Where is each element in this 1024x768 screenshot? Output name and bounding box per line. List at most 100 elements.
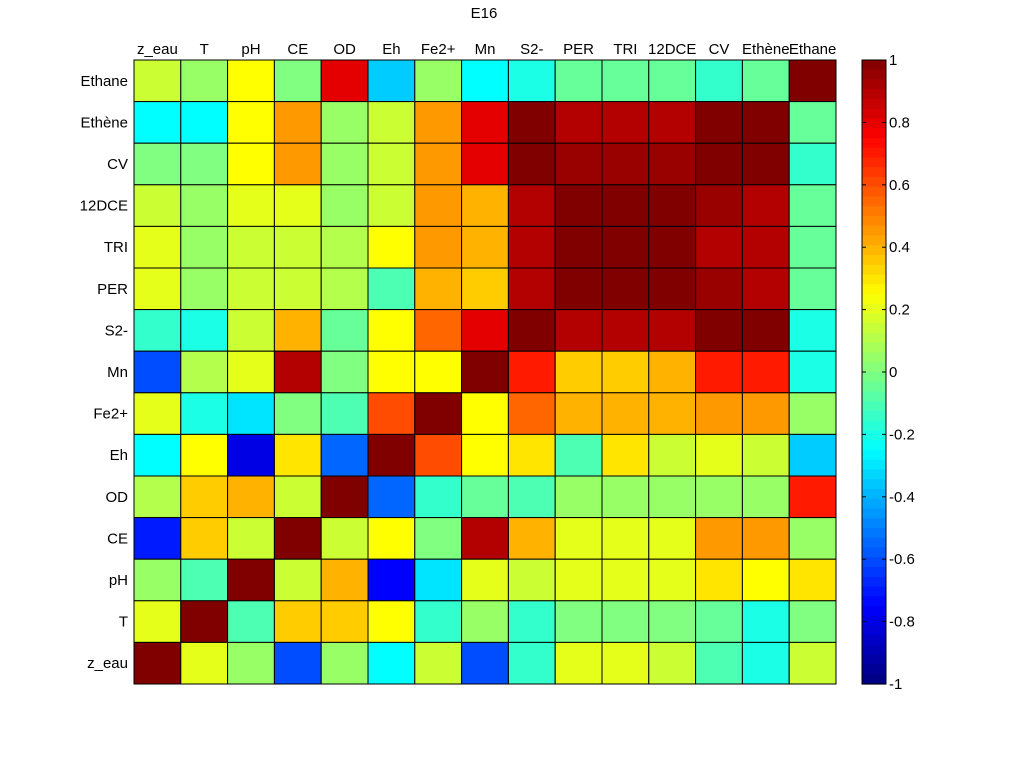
colorbar-tick-label: 0.8 (889, 114, 910, 131)
heatmap-cell (414, 101, 463, 144)
heatmap-cell (601, 558, 650, 602)
heatmap-cell (788, 309, 837, 352)
colorbar-segment (862, 508, 886, 519)
heatmap-cell (320, 59, 369, 103)
heatmap-cell (741, 517, 790, 560)
heatmap-cell (320, 142, 369, 186)
heatmap-cell (180, 641, 229, 685)
heatmap-cell (788, 59, 837, 103)
colorbar-segment (862, 206, 886, 217)
heatmap-cell (367, 101, 416, 144)
heatmap-cell (227, 392, 275, 435)
heatmap-cell (367, 309, 416, 352)
row-label: Ethène (80, 114, 128, 131)
colorbar-tick-label: 0.2 (889, 302, 910, 319)
heatmap-cell (227, 517, 275, 560)
heatmap-cell (320, 392, 369, 435)
colorbar-segment (862, 196, 886, 207)
heatmap-cell (180, 350, 229, 394)
heatmap-cell (554, 600, 603, 643)
heatmap-cell (648, 433, 697, 477)
heatmap-cell (180, 184, 229, 227)
heatmap-cell (367, 225, 416, 269)
row-label: TRI (104, 239, 128, 256)
colorbar-segment (862, 294, 886, 305)
column-label: S2- (520, 41, 543, 58)
heatmap-cell (507, 184, 556, 227)
heatmap-cell (461, 267, 509, 311)
heatmap-cell (507, 392, 556, 435)
colorbar-segment (862, 225, 886, 237)
column-label: Mn (475, 41, 496, 58)
heatmap-cell (180, 392, 229, 435)
heatmap-cell (273, 641, 322, 685)
heatmap-cell (367, 600, 416, 643)
colorbar-segment (862, 79, 886, 90)
heatmap-cell (695, 433, 743, 477)
colorbar-segment (862, 489, 886, 500)
heatmap-cell (414, 350, 463, 394)
heatmap-cell (414, 433, 463, 477)
heatmap-cell (133, 641, 182, 685)
heatmap-cell (695, 600, 743, 643)
colorbar-segment (862, 138, 886, 149)
colorbar-segment (862, 255, 886, 266)
heatmap-cell (227, 267, 275, 311)
column-label: CV (709, 41, 730, 58)
heatmap-cell (227, 641, 275, 685)
heatmap-cell (461, 184, 509, 227)
heatmap-cell (273, 433, 322, 477)
column-label: pH (241, 41, 260, 58)
colorbar-segment (862, 128, 886, 139)
heatmap-cell (273, 558, 322, 602)
heatmap-cell (648, 184, 697, 227)
colorbar-segment (862, 391, 886, 402)
colorbar-segment (862, 118, 886, 129)
heatmap-cell (227, 101, 275, 144)
heatmap-cell (367, 59, 416, 103)
heatmap-cell (741, 475, 790, 519)
row-label: OD (106, 489, 129, 506)
colorbar-tick-label: 0 (889, 364, 897, 381)
heatmap-cell (601, 641, 650, 685)
heatmap-cell (695, 101, 743, 144)
heatmap-cell (133, 267, 182, 311)
heatmap-cell (788, 267, 837, 311)
heatmap-cell (227, 225, 275, 269)
heatmap-cell (741, 184, 790, 227)
heatmap-cell (180, 225, 229, 269)
heatmap-cell (507, 225, 556, 269)
colorbar-segment (862, 645, 886, 656)
colorbar-tick-label: -0.2 (889, 426, 915, 443)
colorbar-segment (862, 635, 886, 646)
heatmap-cell (695, 517, 743, 560)
colorbar-segment (862, 89, 886, 100)
colorbar-tick-label: -0.8 (889, 614, 915, 631)
colorbar-segment (862, 235, 886, 246)
row-label: PER (97, 281, 128, 298)
colorbar-segment (862, 459, 886, 471)
heatmap-cell (507, 641, 556, 685)
heatmap-cell (180, 309, 229, 352)
heatmap-cell (601, 101, 650, 144)
colorbar-segment (862, 576, 886, 588)
heatmap-cell (414, 392, 463, 435)
heatmap-cell (601, 184, 650, 227)
heatmap-cell (227, 558, 275, 602)
heatmap-cell (133, 225, 182, 269)
heatmap-cell (554, 225, 603, 269)
heatmap-cell (414, 225, 463, 269)
heatmap-cell (507, 267, 556, 311)
heatmap-cell (367, 184, 416, 227)
heatmap-cell (554, 517, 603, 560)
heatmap-cell (320, 558, 369, 602)
colorbar-segment (862, 586, 886, 597)
heatmap-cell (554, 101, 603, 144)
row-label: Ethane (80, 73, 128, 90)
heatmap-cell (133, 309, 182, 352)
heatmap-cell (414, 475, 463, 519)
heatmap-cell (648, 101, 697, 144)
heatmap-cell (648, 475, 697, 519)
heatmap-cell (414, 517, 463, 560)
